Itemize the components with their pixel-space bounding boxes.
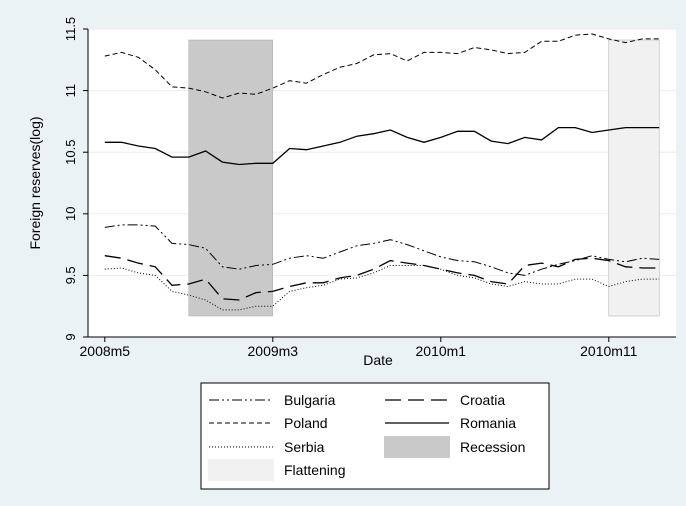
shaded-regions [188, 39, 660, 317]
legend-swatch [208, 459, 274, 481]
shaded-region [188, 39, 274, 317]
x-tick-label: 2010m11 [580, 343, 638, 359]
series-line [104, 255, 660, 301]
y-tick-label: 11 [63, 84, 78, 98]
legend-swatch [384, 436, 450, 458]
y-tick-label: 10 [63, 207, 78, 221]
legend-label: Bulgaria [284, 392, 336, 408]
legend-label: Serbia [284, 439, 325, 455]
y-tick-label: 11.5 [63, 17, 78, 41]
legend-label: Romania [460, 415, 516, 431]
y-ticks: 9 9.5 10 10.5 11 11.5 [63, 17, 88, 341]
legend-label: Recession [460, 439, 525, 455]
y-tick-label: 9 [63, 333, 78, 340]
legend-label: Poland [284, 415, 328, 431]
legend-label: Croatia [460, 392, 505, 408]
legend-label: Flattening [284, 462, 345, 478]
series-line [104, 33, 660, 99]
x-ticks: 2008m5 2009m3 2010m1 2010m11 [80, 337, 638, 359]
series-line [104, 265, 660, 311]
x-tick-label: 2010m1 [416, 343, 467, 359]
y-axis-label: Foreign reserves(log) [27, 116, 43, 249]
axes [87, 29, 676, 338]
shaded-region [608, 39, 660, 317]
x-tick-label: 2008m5 [80, 343, 131, 359]
y-tick-label: 9.5 [63, 266, 78, 284]
series-line [104, 126, 660, 166]
y-tick-label: 10.5 [63, 140, 78, 165]
plot-area [88, 29, 676, 337]
x-axis-label: Date [363, 352, 393, 368]
x-tick-label: 2009m3 [248, 343, 299, 359]
series-lines [104, 33, 660, 311]
series-line [104, 224, 660, 276]
legend: Bulgaria Croatia Poland Romania Serbia Recess… [200, 382, 550, 490]
